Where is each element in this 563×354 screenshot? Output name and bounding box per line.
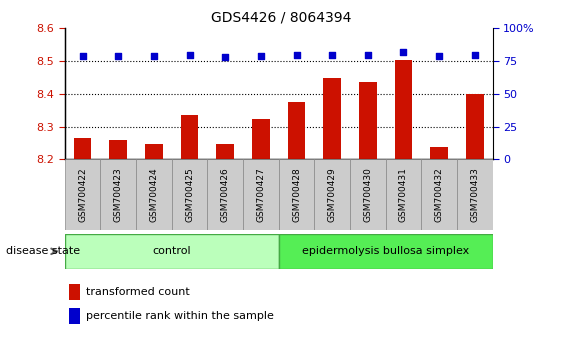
Point xyxy=(470,52,479,57)
Bar xyxy=(65,234,279,269)
Point xyxy=(114,53,123,59)
Text: GSM700430: GSM700430 xyxy=(363,167,372,222)
Bar xyxy=(323,78,341,159)
Bar xyxy=(252,119,270,159)
Text: disease state: disease state xyxy=(6,246,80,256)
Text: GSM700426: GSM700426 xyxy=(221,167,230,222)
Bar xyxy=(395,61,412,159)
Text: GSM700422: GSM700422 xyxy=(78,167,87,222)
Point xyxy=(221,54,230,60)
Point xyxy=(435,53,444,59)
Text: GSM700431: GSM700431 xyxy=(399,167,408,222)
Bar xyxy=(314,159,350,230)
Text: GDS4426 / 8064394: GDS4426 / 8064394 xyxy=(211,11,352,25)
Bar xyxy=(207,159,243,230)
Text: GSM700432: GSM700432 xyxy=(435,167,444,222)
Bar xyxy=(136,159,172,230)
Bar xyxy=(359,82,377,159)
Text: percentile rank within the sample: percentile rank within the sample xyxy=(86,311,274,321)
Text: epidermolysis bullosa simplex: epidermolysis bullosa simplex xyxy=(302,246,470,256)
Bar xyxy=(172,159,207,230)
Bar xyxy=(430,147,448,159)
Bar xyxy=(181,115,198,159)
Bar xyxy=(109,140,127,159)
Point xyxy=(363,52,372,57)
Bar xyxy=(457,159,493,230)
Bar xyxy=(216,144,234,159)
Text: control: control xyxy=(153,246,191,256)
Point xyxy=(185,52,194,57)
Text: transformed count: transformed count xyxy=(86,287,190,297)
Text: GSM700433: GSM700433 xyxy=(470,167,479,222)
Point xyxy=(256,53,265,59)
Text: GSM700427: GSM700427 xyxy=(256,167,265,222)
Bar xyxy=(69,308,80,324)
Bar xyxy=(421,159,457,230)
Bar xyxy=(350,159,386,230)
Text: GSM700424: GSM700424 xyxy=(149,167,158,222)
Bar xyxy=(69,284,80,300)
Text: GSM700423: GSM700423 xyxy=(114,167,123,222)
Text: GSM700425: GSM700425 xyxy=(185,167,194,222)
Bar xyxy=(100,159,136,230)
Bar xyxy=(145,144,163,159)
Bar xyxy=(279,159,314,230)
Point xyxy=(149,53,158,59)
Point xyxy=(328,52,337,57)
Bar xyxy=(279,234,493,269)
Point xyxy=(78,53,87,59)
Bar xyxy=(288,102,305,159)
Point xyxy=(399,49,408,55)
Text: GSM700428: GSM700428 xyxy=(292,167,301,222)
Bar xyxy=(466,94,484,159)
Bar xyxy=(243,159,279,230)
Point xyxy=(292,52,301,57)
Bar xyxy=(386,159,421,230)
Text: GSM700429: GSM700429 xyxy=(328,167,337,222)
Bar xyxy=(65,159,100,230)
Bar xyxy=(74,138,91,159)
